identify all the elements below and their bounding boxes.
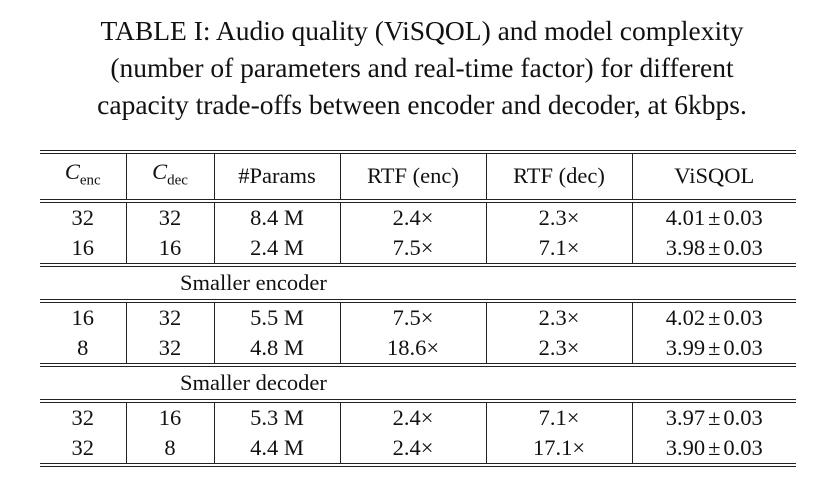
cell-params: 4.8 M [214, 332, 341, 365]
cell-c-dec: 32 [126, 332, 215, 365]
table-row: 16 32 5.5 M 7.5× 2.3× 4.02 ±0.03 [40, 300, 796, 333]
cell-c-dec: 8 [126, 432, 215, 465]
cell-rtf-dec: 7.1× [486, 400, 633, 433]
cell-params: 5.3 M [214, 400, 341, 433]
cell-visqol: 3.98 ±0.03 [632, 233, 796, 265]
cell-c-enc: 16 [40, 300, 127, 333]
col-header-params: #Params [214, 152, 341, 201]
col-header-c-enc: Cenc [40, 152, 127, 201]
visqol-std: 0.03 [723, 304, 763, 330]
visqol-mean: 3.99 [665, 334, 706, 360]
cell-rtf-enc: 7.5× [340, 300, 487, 333]
col-header-rtf-dec: RTF (dec) [486, 152, 633, 201]
col-header-c-dec: Cdec [126, 152, 215, 201]
plus-minus-sign: ± [708, 434, 721, 460]
cell-rtf-enc: 7.5× [340, 232, 487, 265]
cell-rtf-dec: 2.3× [486, 332, 633, 365]
cell-c-dec: 32 [126, 200, 215, 233]
cell-c-enc: 32 [40, 400, 127, 433]
col-header-rtf-enc: RTF (enc) [340, 152, 487, 201]
cell-c-enc: 32 [40, 432, 127, 465]
visqol-mean: 4.01 [665, 204, 706, 230]
visqol-std: 0.03 [723, 334, 763, 360]
plus-minus-sign: ± [708, 304, 721, 330]
cell-visqol: 3.90 ±0.03 [632, 433, 796, 465]
plus-minus-sign: ± [708, 404, 721, 430]
cell-params: 8.4 M [214, 200, 341, 233]
table-row: 32 8 4.4 M 2.4× 17.1× 3.90 ±0.03 [40, 432, 796, 465]
visqol-std: 0.03 [723, 404, 763, 430]
bottom-rule [40, 464, 796, 471]
cell-params: 2.4 M [214, 232, 341, 265]
plus-minus-sign: ± [708, 204, 721, 230]
caption-line-3: capacity trade-offs between encoder and … [97, 89, 747, 120]
cell-params: 5.5 M [214, 300, 341, 333]
table-row: 32 32 8.4 M 2.4× 2.3× 4.01 ±0.03 [40, 200, 796, 233]
table-caption: TABLE I: Audio quality (ViSQOL) and mode… [22, 12, 822, 123]
group-label-row: Smaller decoder [40, 364, 796, 401]
group-label: Smaller encoder [180, 269, 327, 295]
cell-rtf-enc: 2.4× [340, 200, 487, 233]
cell-rtf-enc: 2.4× [340, 432, 487, 465]
plus-minus-sign: ± [708, 234, 721, 260]
cell-rtf-enc: 2.4× [340, 400, 487, 433]
header-row: Cenc Cdec #Params RTF (enc) RTF (dec) Vi… [40, 152, 796, 201]
plus-minus-sign: ± [708, 334, 721, 360]
cell-rtf-dec: 17.1× [486, 432, 633, 465]
cell-c-dec: 16 [126, 400, 215, 433]
table-row: 16 16 2.4 M 7.5× 7.1× 3.98 ±0.03 [40, 232, 796, 265]
cell-c-enc: 16 [40, 232, 127, 265]
cell-c-dec: 32 [126, 300, 215, 333]
caption-line-2: (number of parameters and real-time fact… [110, 52, 734, 83]
cell-rtf-dec: 2.3× [486, 200, 633, 233]
group-label-row: Smaller encoder [40, 264, 796, 301]
cell-rtf-enc: 18.6× [340, 332, 487, 365]
visqol-std: 0.03 [723, 434, 763, 460]
cell-c-enc: 32 [40, 200, 127, 233]
cell-c-enc: 8 [40, 332, 127, 365]
visqol-mean: 3.98 [665, 234, 706, 260]
visqol-mean: 3.90 [665, 434, 706, 460]
cell-visqol: 4.02 ±0.03 [632, 301, 796, 333]
caption-line-1: TABLE I: Audio quality (ViSQOL) and mode… [100, 15, 744, 46]
visqol-std: 0.03 [723, 234, 763, 260]
group-label: Smaller decoder [180, 369, 327, 395]
cell-visqol: 3.99 ±0.03 [632, 333, 796, 365]
table-row: 32 16 5.3 M 2.4× 7.1× 3.97 ±0.03 [40, 400, 796, 433]
cell-rtf-dec: 2.3× [486, 300, 633, 333]
cell-c-dec: 16 [126, 232, 215, 265]
cell-visqol: 3.97 ±0.03 [632, 401, 796, 433]
col-header-visqol: ViSQOL [674, 163, 755, 189]
visqol-mean: 4.02 [665, 304, 706, 330]
visqol-std: 0.03 [723, 204, 763, 230]
cell-params: 4.4 M [214, 432, 341, 465]
visqol-mean: 3.97 [665, 404, 706, 430]
results-table: Cenc Cdec #Params RTF (enc) RTF (dec) Vi… [40, 150, 796, 471]
table-row: 8 32 4.8 M 18.6× 2.3× 3.99 ±0.03 [40, 332, 796, 365]
cell-rtf-dec: 7.1× [486, 232, 633, 265]
cell-visqol: 4.01 ±0.03 [632, 201, 796, 233]
